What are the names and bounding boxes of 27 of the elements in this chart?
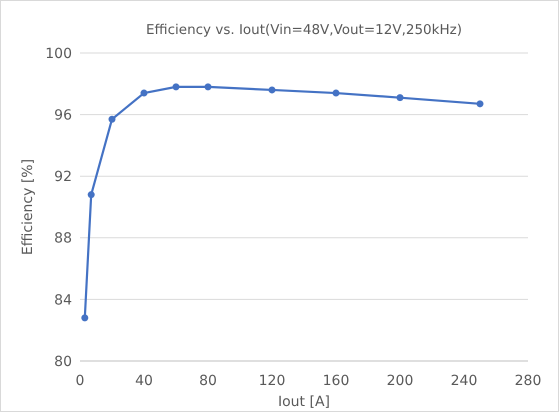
point bbox=[172, 83, 180, 90]
y-tick-label: 84 bbox=[54, 292, 72, 308]
point bbox=[268, 86, 276, 94]
x-tick-label: 40 bbox=[135, 373, 153, 389]
chart-title: Efficiency vs. Iout(Vin=48V,Vout=12V,250kHz) bbox=[146, 22, 462, 38]
point bbox=[140, 90, 148, 97]
point bbox=[204, 83, 212, 90]
x-tick-label: 280 bbox=[514, 373, 542, 389]
y-tick-label: 88 bbox=[54, 230, 72, 247]
y-tick-label: 100 bbox=[45, 46, 72, 62]
y-tick-label: 92 bbox=[54, 169, 72, 186]
point bbox=[332, 90, 340, 97]
point bbox=[88, 191, 95, 198]
x-tick-label: 200 bbox=[386, 373, 414, 389]
x-axis-title: Iout [A] bbox=[278, 394, 330, 410]
point bbox=[476, 100, 484, 108]
y-axis-title: Efficiency [%] bbox=[20, 158, 36, 256]
point bbox=[396, 94, 404, 102]
x-tick-label: 0 bbox=[76, 373, 84, 389]
x-tick-label: 240 bbox=[450, 373, 478, 389]
x-tick-label: 120 bbox=[258, 373, 286, 389]
x-tick-label: 160 bbox=[322, 373, 350, 389]
x-tick-label: 80 bbox=[199, 373, 217, 389]
y-tick-label: 96 bbox=[54, 108, 72, 124]
point bbox=[108, 116, 116, 123]
y-tick-label: 80 bbox=[54, 354, 72, 370]
point bbox=[81, 314, 88, 322]
